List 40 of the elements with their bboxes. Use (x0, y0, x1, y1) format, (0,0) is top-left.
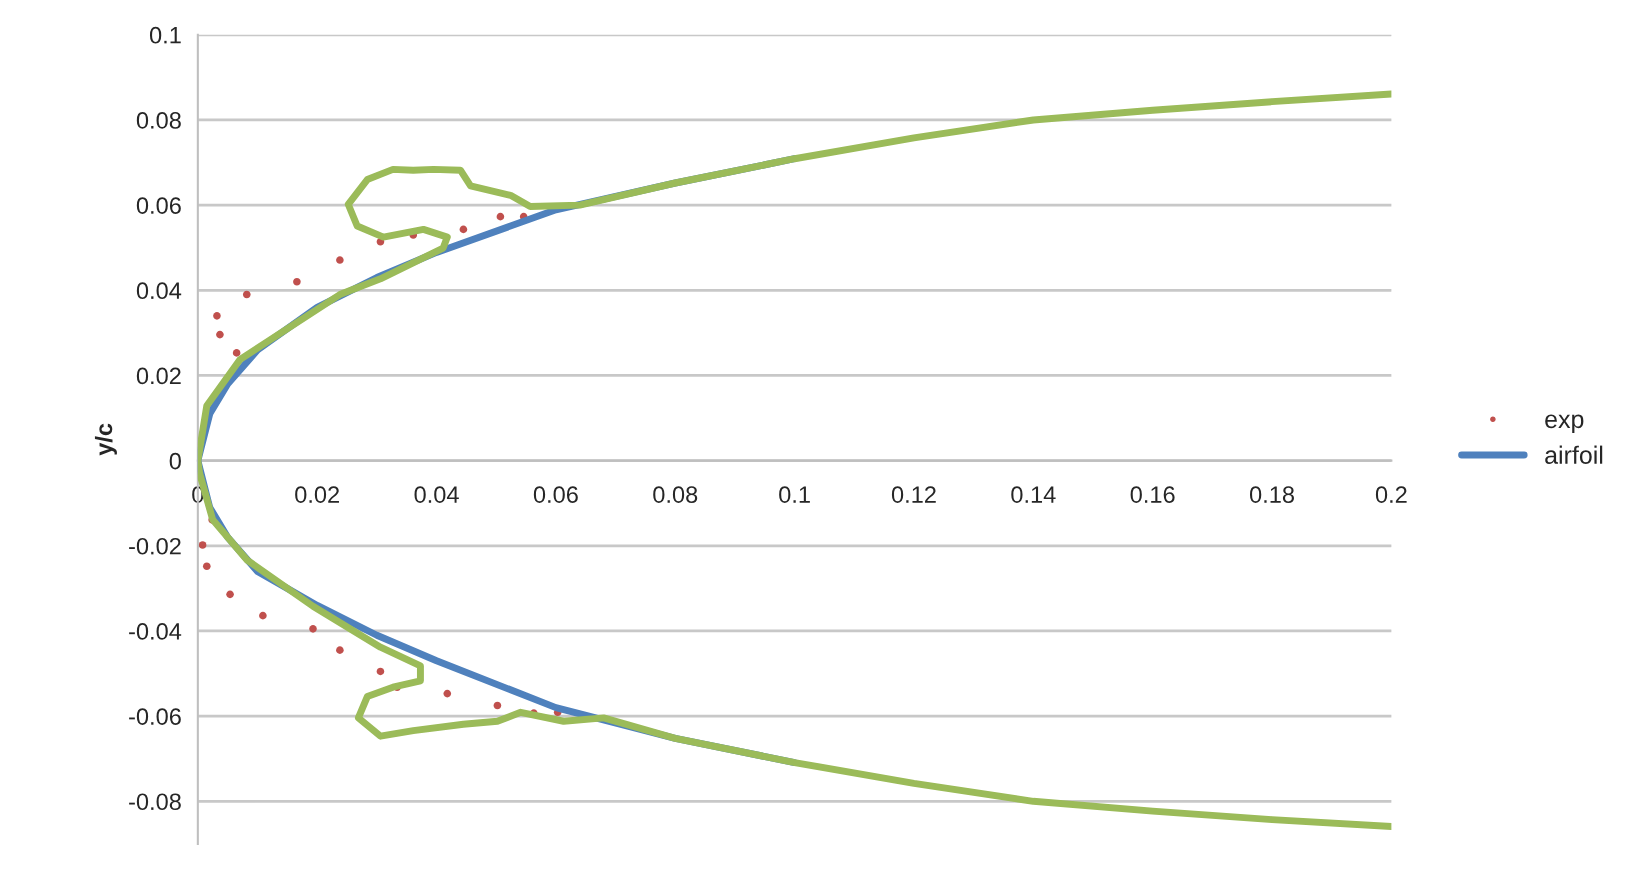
point (336, 646, 344, 654)
legend-label: exp (1545, 414, 1584, 434)
x-tick-label: 0.16 (1130, 486, 1175, 503)
x-tick-label: 0.02 (295, 486, 339, 503)
y-tick-label: -0.08 (129, 793, 181, 811)
x-tick-label: 0.14 (1011, 486, 1056, 503)
point (242, 290, 251, 299)
y-axis-title: y/c (94, 423, 117, 456)
point (493, 701, 502, 710)
point (496, 212, 505, 221)
point (202, 562, 211, 571)
x-tick-label: 0.2 (1375, 486, 1407, 503)
y-tick-label: -0.02 (129, 537, 181, 555)
point (259, 611, 267, 620)
x-tick-label: 0.18 (1249, 486, 1294, 503)
point (376, 667, 385, 676)
y-tick-label: -0.04 (129, 623, 182, 640)
legend-label: airfoil (1545, 445, 1603, 464)
point (232, 349, 241, 357)
y-tick-label: 0.1 (149, 26, 181, 44)
point (226, 590, 234, 599)
point (216, 330, 224, 339)
point (213, 312, 221, 320)
point (198, 541, 207, 549)
y-tick-label: 0.02 (136, 367, 181, 385)
y-tick-label: 0.08 (136, 112, 181, 129)
point (459, 225, 468, 234)
y-tick-label: 0.06 (136, 197, 181, 214)
y-tick-label: 0 (169, 452, 181, 470)
x-tick-label: 0.1 (779, 486, 810, 503)
y-tick-label: -0.06 (129, 708, 181, 725)
x-tick-label: 0.06 (533, 486, 578, 503)
point (336, 256, 344, 264)
point (443, 689, 452, 698)
point (293, 277, 301, 286)
x-tick-label: 0.04 (414, 486, 459, 503)
x-tick-label: 0.08 (653, 486, 698, 503)
y-tick-label: 0.04 (136, 282, 182, 300)
point (309, 625, 317, 633)
x-tick-label: 0.12 (891, 486, 936, 503)
